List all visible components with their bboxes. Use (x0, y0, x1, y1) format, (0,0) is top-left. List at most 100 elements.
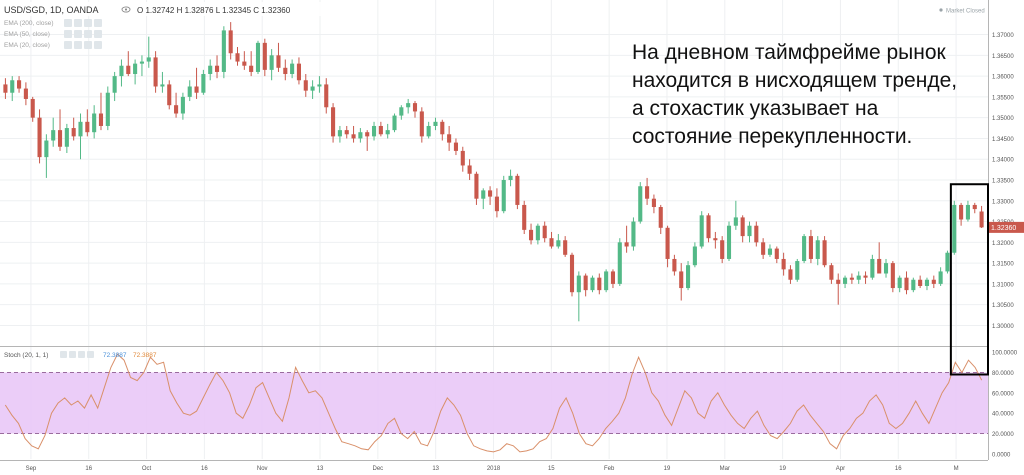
stoch-legend[interactable]: Stoch (20, 1, 1) 72.3887 72.3887 (4, 351, 157, 359)
candle-body (153, 57, 158, 87)
eye-icon[interactable] (60, 351, 67, 358)
candle-body (515, 175, 520, 205)
ema-20-label: EMA (20, close) (4, 42, 50, 49)
close-icon[interactable] (78, 351, 85, 358)
candle-body (17, 80, 22, 89)
candle-body (228, 30, 233, 54)
candle-body (754, 225, 759, 243)
price-axis-bg (988, 0, 1024, 475)
stoch-band (0, 372, 988, 434)
stoch-series (4, 353, 983, 453)
candle-body (849, 277, 854, 280)
price-tick-label: 1.34500 (992, 137, 1014, 143)
price-axis[interactable]: 1.37000 1.36500 1.36000 1.35500 1.35000 1.345… (992, 33, 1014, 330)
stoch-k-value: 72.3887 (103, 352, 127, 359)
ema-20-legend[interactable]: EMA (20, close) (4, 41, 102, 49)
candle-body (645, 186, 650, 199)
symbol-header[interactable]: USD/SGD, 1D, OANDA O 1.32742 H 1.32876 L… (0, 2, 330, 16)
price-tick-label: 1.31500 (992, 262, 1014, 268)
candle-body (3, 84, 8, 93)
candle-body (815, 240, 820, 259)
candle-body (324, 84, 329, 108)
settings-icon[interactable] (74, 41, 82, 49)
candle-body (733, 217, 738, 226)
candle-body (378, 125, 383, 135)
price-tick-label: 1.35500 (992, 95, 1014, 101)
time-tick-label: 16 (895, 466, 902, 472)
more-icon[interactable] (94, 30, 102, 38)
candle-body (590, 277, 595, 291)
candle-body (488, 190, 493, 197)
time-axis[interactable]: Sep 16 Oct 16 Nov 13 Dec 13 2018 15 Feb 19 Mar 19 Apr 1… (26, 466, 959, 472)
candle-body (542, 225, 547, 239)
close-icon[interactable] (84, 19, 92, 27)
more-icon[interactable] (94, 19, 102, 27)
candle-body (604, 271, 609, 291)
last-price-label: 1.32360 (991, 225, 1016, 232)
stoch-tick-label: 80.0000 (992, 371, 1014, 377)
time-tick-label: 19 (664, 466, 671, 472)
time-tick-label: 16 (201, 466, 208, 472)
candle-body (412, 103, 418, 112)
stoch-axis[interactable]: 100.0000 80.0000 60.0000 40.0000 20.0000 0.00… (992, 351, 1018, 459)
candle-body (624, 242, 629, 247)
candle-body (679, 271, 684, 289)
annotation-line: состояние перекупленности. (632, 125, 912, 148)
settings-icon[interactable] (69, 351, 76, 358)
candle-body (535, 225, 540, 241)
candle-body (931, 279, 936, 284)
eye-icon[interactable] (64, 41, 72, 49)
ema-200-legend[interactable]: EMA (200, close) (4, 19, 102, 27)
candle-body (337, 130, 342, 137)
candle-body (249, 65, 254, 72)
ohlc-values: O 1.32742 H 1.32876 L 1.32345 C 1.32360 (137, 6, 291, 15)
time-tick-label: Oct (142, 466, 152, 472)
candle-body (23, 88, 28, 99)
settings-icon[interactable] (74, 30, 82, 38)
candle-body (146, 57, 151, 62)
ema-50-label: EMA (50, close) (4, 31, 50, 38)
close-icon[interactable] (84, 30, 92, 38)
price-tick-label: 1.31000 (992, 282, 1014, 288)
price-tick-label: 1.32000 (992, 241, 1014, 247)
candle-body (788, 269, 793, 280)
eye-icon[interactable] (64, 30, 72, 38)
candle-body (822, 240, 827, 266)
candle-body (569, 254, 575, 293)
candle-body (576, 275, 581, 293)
candle-body (440, 121, 445, 135)
candle-body (71, 128, 76, 137)
eye-icon[interactable] (64, 19, 72, 27)
candle-body (631, 221, 636, 247)
candle-body (761, 242, 766, 255)
symbol-title[interactable]: USD/SGD, 1D, OANDA (4, 5, 99, 15)
more-icon[interactable] (87, 351, 94, 358)
candle-body (98, 113, 104, 126)
settings-icon[interactable] (74, 19, 82, 27)
ema-50-legend[interactable]: EMA (50, close) (4, 30, 102, 38)
last-price-badge-bg (989, 221, 1024, 233)
market-status-dot (939, 8, 943, 12)
candle-body (720, 240, 725, 259)
time-tick-label: 13 (432, 466, 439, 472)
close-icon[interactable] (84, 41, 92, 49)
candle-body (208, 65, 213, 75)
candle-body (877, 258, 882, 274)
candle-body (385, 130, 390, 135)
candle-body (426, 125, 431, 137)
eye-icon[interactable] (121, 6, 131, 13)
candle-body (938, 271, 943, 284)
candle-body (406, 103, 411, 108)
candle-body (419, 111, 424, 137)
candle-body (795, 261, 800, 280)
stoch-tick-label: 20.0000 (992, 432, 1014, 438)
more-icon[interactable] (94, 41, 102, 49)
candle-body (747, 225, 752, 237)
candle-body (945, 252, 950, 272)
time-tick-label: Feb (604, 466, 615, 472)
price-tick-label: 1.37000 (992, 33, 1014, 39)
candle-body (726, 225, 732, 259)
candle-body (972, 204, 977, 210)
candle-body (802, 236, 807, 262)
